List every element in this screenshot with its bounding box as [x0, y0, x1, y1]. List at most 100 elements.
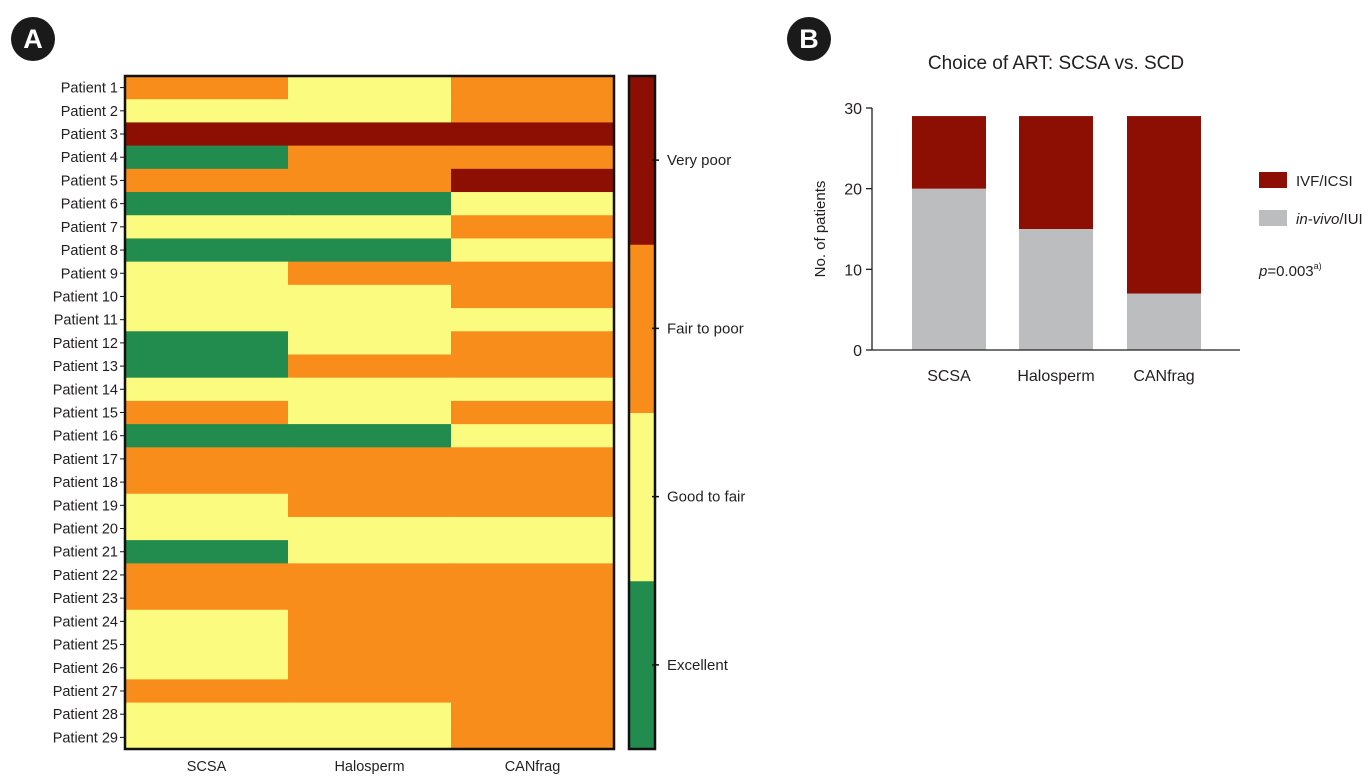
- colorbar-label: Excellent: [667, 657, 729, 674]
- colorbar-segment: [629, 244, 655, 413]
- row-label: Patient 20: [53, 522, 118, 538]
- bar-segment-in-vivo-iui: [1019, 229, 1093, 350]
- heatmap-cell: [288, 400, 452, 425]
- heatmap-cell: [125, 215, 289, 240]
- row-label: Patient 27: [53, 684, 118, 700]
- heatmap-cell: [451, 679, 615, 704]
- row-label: Patient 3: [61, 127, 118, 143]
- row-label: Patient 23: [53, 591, 118, 607]
- heatmap-cell: [288, 261, 452, 286]
- row-label: Patient 1: [61, 81, 118, 97]
- p-value-footnote: a): [1314, 261, 1322, 271]
- colorbar-label: Fair to poor: [667, 320, 744, 337]
- heatmap-cell: [288, 331, 452, 356]
- heatmap-cell: [125, 308, 289, 332]
- row-label: Patient 25: [53, 638, 118, 654]
- colorbar-label: Very poor: [667, 152, 731, 169]
- heatmap-cell: [125, 99, 289, 124]
- legend-label-italic-part: in-vivo: [1296, 211, 1339, 228]
- heatmap-cell: [451, 354, 615, 379]
- heatmap-cell: [451, 377, 615, 402]
- heatmap-cell: [451, 331, 615, 356]
- bar-segment-in-vivo-iui: [912, 188, 986, 350]
- row-label: Patient 10: [53, 289, 118, 305]
- heatmap-cell: [288, 308, 452, 332]
- colorbar-segment: [629, 412, 655, 582]
- heatmap-cell: [288, 563, 452, 588]
- heatmap-cell: [125, 540, 289, 564]
- row-label: Patient 12: [53, 336, 118, 352]
- row-label: Patient 16: [53, 429, 118, 445]
- y-axis-label: No. of patients: [812, 181, 829, 278]
- bar-segment-in-vivo-iui: [1127, 293, 1201, 350]
- row-label: Patient 17: [53, 452, 118, 468]
- heatmap-cell: [125, 679, 289, 704]
- column-label: CANfrag: [505, 759, 561, 775]
- row-label: Patient 6: [61, 197, 118, 213]
- row-label: Patient 15: [53, 406, 118, 422]
- heatmap-cell: [451, 702, 615, 727]
- heatmap-cell: [288, 656, 452, 680]
- heatmap-cell: [125, 261, 289, 286]
- column-label: SCSA: [187, 759, 227, 775]
- heatmap-cell: [451, 540, 615, 564]
- colorbar-label: Good to fair: [667, 489, 745, 506]
- heatmap-cell: [288, 702, 452, 727]
- heatmap-cell: [125, 493, 289, 518]
- heatmap-cell: [451, 656, 615, 680]
- heatmap-cell: [125, 122, 289, 147]
- heatmap-cell: [288, 168, 452, 193]
- p-value-text: =0.003: [1267, 263, 1313, 280]
- heatmap-cell: [451, 192, 615, 216]
- legend-label-in-vivo-iui: in-vivo/IUI: [1296, 211, 1363, 228]
- row-label: Patient 22: [53, 568, 118, 584]
- heatmap-cell: [125, 168, 289, 193]
- legend-swatch-in-vivo-iui: [1259, 210, 1287, 226]
- heatmap-cell: [288, 493, 452, 518]
- heatmap-cell: [451, 424, 615, 448]
- heatmap-chart: Patient 1 Patient 2 Patient 3 Patient 4 Pati…: [53, 74, 745, 775]
- heatmap-cell: [288, 470, 452, 495]
- heatmap-cell: [125, 331, 289, 356]
- panel-b-badge: B: [787, 17, 831, 61]
- heatmap-cell: [125, 586, 289, 611]
- y-tick-label: 30: [844, 101, 862, 118]
- y-tick-label: 10: [844, 262, 862, 279]
- row-label: Patient 11: [54, 313, 118, 329]
- heatmap-cell: [125, 447, 289, 472]
- heatmap-cell: [451, 76, 615, 100]
- heatmap-cell: [288, 99, 452, 124]
- heatmap-cell: [125, 192, 289, 216]
- heatmap-cell: [125, 424, 289, 448]
- row-label: Patient 14: [53, 382, 118, 398]
- x-tick-label: SCSA: [927, 368, 971, 385]
- heatmap-cell: [288, 238, 452, 263]
- heatmap-cell: [451, 563, 615, 588]
- row-label: Patient 28: [53, 707, 118, 723]
- row-label: Patient 7: [61, 220, 118, 236]
- bar-segment-ivf-icsi: [1127, 116, 1201, 294]
- row-label: Patient 9: [61, 266, 118, 282]
- row-label: Patient 8: [61, 243, 118, 259]
- heatmap-cell: [451, 99, 615, 124]
- heatmap-cell: [125, 354, 289, 379]
- row-label: Patient 13: [53, 359, 118, 375]
- heatmap-cell: [288, 447, 452, 472]
- heatmap-cell: [451, 493, 615, 518]
- row-label: Patient 21: [53, 545, 118, 561]
- heatmap-cell: [451, 238, 615, 263]
- bar-segment-ivf-icsi: [912, 116, 986, 189]
- panel-a-label: A: [23, 23, 43, 54]
- heatmap-cell: [288, 354, 452, 379]
- heatmap-cell: [288, 424, 452, 448]
- chart-title: Choice of ART: SCSA vs. SCD: [928, 53, 1184, 74]
- heatmap-cell: [451, 145, 615, 170]
- heatmap-cell: [451, 308, 615, 332]
- heatmap-cell: [451, 725, 615, 750]
- x-tick-label: CANfrag: [1133, 368, 1194, 385]
- heatmap-cell: [125, 284, 289, 309]
- heatmap-cell: [125, 470, 289, 495]
- heatmap-cell: [288, 122, 452, 147]
- heatmap-cell: [451, 609, 615, 634]
- heatmap-cell: [451, 447, 615, 472]
